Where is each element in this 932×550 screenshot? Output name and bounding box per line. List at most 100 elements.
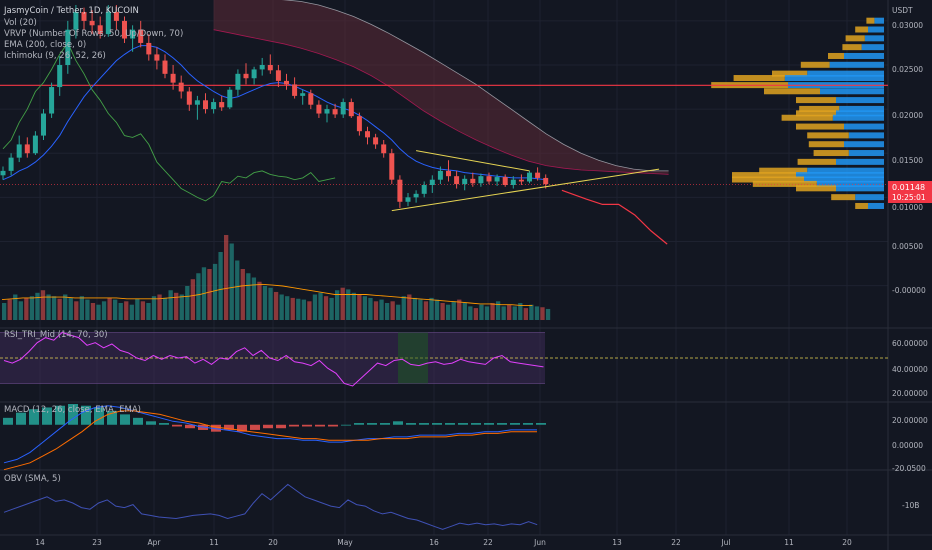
legend-ema[interactable]: EMA (200, close, 0) [4,40,87,50]
candle[interactable] [243,73,249,79]
candle[interactable] [413,193,419,198]
candle[interactable] [203,100,208,110]
price-tick-label: 0.01500 [892,156,923,165]
price-axis[interactable]: 0.03000 0.02500 0.02000 0.01500 0.01000 0.005… [892,21,928,510]
candles-layer[interactable] [0,5,549,208]
volume-bar [207,269,212,320]
candle[interactable] [186,91,192,105]
price-tick-label: 0.02500 [892,65,923,74]
candle[interactable] [389,153,395,180]
candle[interactable] [454,176,460,185]
drawings-layer[interactable] [391,150,668,245]
candle[interactable] [300,93,306,96]
candle[interactable] [219,102,225,108]
candle[interactable] [89,20,95,26]
triangle-upper-trendline[interactable] [416,150,530,172]
volume-profile-up [874,17,884,24]
candle[interactable] [316,104,322,114]
candle[interactable] [113,12,119,21]
candle[interactable] [356,116,362,132]
candle[interactable] [308,93,314,105]
candle[interactable] [535,172,541,178]
candle[interactable] [105,12,111,35]
candle[interactable] [462,178,468,185]
volume-bar [484,306,490,320]
volume-profile-down [732,172,796,179]
candle[interactable] [235,73,241,90]
candle[interactable] [543,177,549,185]
candle[interactable] [57,65,63,88]
candle[interactable] [373,137,379,145]
macd-tick-label: -20.0500 [892,464,926,473]
triangle-lower-trendline[interactable] [391,168,660,212]
candle[interactable] [332,109,338,115]
legend-rsi[interactable]: RSI_TRI_Mid (14, 70, 30) [4,330,108,340]
candle[interactable] [0,170,6,176]
candle[interactable] [32,135,38,154]
legend-obv[interactable]: OBV (SMA, 5) [4,474,61,484]
candle[interactable] [397,179,403,202]
candle[interactable] [24,144,30,154]
candle[interactable] [130,29,136,39]
candle[interactable] [138,29,144,43]
candle[interactable] [211,102,217,110]
candle[interactable] [259,65,265,70]
volume-bar [57,298,62,320]
candle[interactable] [365,131,370,138]
candle[interactable] [227,89,233,108]
candle[interactable] [275,70,281,81]
candle[interactable] [81,12,87,21]
candle[interactable] [267,65,273,71]
legend-volume[interactable]: Vol (20) [4,18,37,28]
candle[interactable] [527,172,532,182]
candle[interactable] [65,29,71,65]
candle[interactable] [178,82,184,92]
price-tick-label: 0.01000 [892,203,923,212]
candle[interactable] [8,157,14,171]
ichimoku-cloud [213,0,669,175]
candle[interactable] [154,54,160,61]
candle[interactable] [518,179,524,182]
volume-bar [512,306,517,320]
candle[interactable] [170,73,176,83]
candle[interactable] [446,170,451,177]
candle[interactable] [73,12,79,30]
candle[interactable] [348,102,354,117]
candle[interactable] [437,170,443,180]
candle[interactable] [16,144,22,158]
candle[interactable] [49,87,55,114]
candle[interactable] [340,102,346,115]
candle[interactable] [478,176,484,184]
volume-profile-up [836,158,884,165]
candle[interactable] [421,185,427,194]
candle[interactable] [146,42,152,55]
volume-bar [63,294,68,320]
candle[interactable] [194,100,200,105]
candle[interactable] [162,60,168,74]
legend-vrvp[interactable]: VRVP (Number Of Rows, 50, Up/Down, 70) [4,29,184,39]
volume-profile-up [868,26,884,33]
candle[interactable] [405,197,411,202]
candle[interactable] [381,144,387,154]
candle[interactable] [429,179,435,185]
candle[interactable] [251,69,257,79]
candle[interactable] [470,178,476,184]
candle[interactable] [510,179,516,185]
candle[interactable] [292,84,298,96]
candle[interactable] [97,25,103,35]
candle[interactable] [486,176,492,182]
projected-path[interactable] [561,189,668,245]
legend-ichimoku[interactable]: Ichimoku (9, 26, 52, 26) [4,51,106,61]
candle[interactable] [502,177,508,185]
legend-macd[interactable]: MACD (12, 26, close, EMA, EMA) [4,405,141,415]
candle[interactable] [284,80,289,85]
candle[interactable] [324,109,330,114]
volume-profile-up [816,180,884,187]
candle[interactable] [494,177,500,182]
time-axis[interactable]: 14 23 Apr 11 20 May 16 22 Jun 13 22 Jul 11 20 [35,538,852,547]
candle[interactable] [41,113,46,136]
candle[interactable] [122,20,127,39]
obv-tick-label: -10B [902,501,919,510]
symbol-title[interactable]: JasmyCoin / Tether, 1D, KUCOIN [4,6,139,16]
